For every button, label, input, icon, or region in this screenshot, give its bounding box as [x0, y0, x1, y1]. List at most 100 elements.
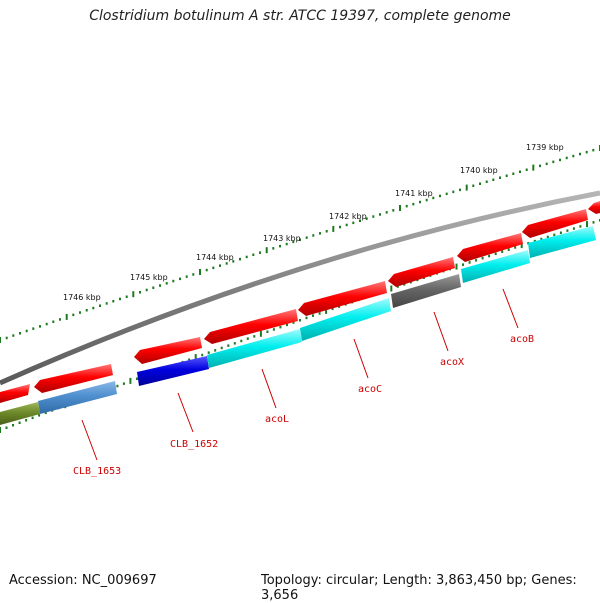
gene-label-acol: acoL — [265, 414, 289, 425]
minor-tick — [219, 264, 221, 267]
minor-tick — [179, 277, 181, 281]
tick-label: 1741 kbp — [395, 189, 433, 198]
minor-tick — [227, 344, 230, 347]
minor-tick — [479, 182, 481, 185]
minor-tick — [85, 309, 88, 312]
minor-tick — [252, 253, 255, 256]
minor-tick — [592, 148, 595, 152]
major-tick — [325, 307, 328, 314]
minor-tick — [319, 232, 321, 235]
leader-line — [261, 368, 277, 409]
minor-tick — [286, 323, 288, 327]
outer-strand-cds — [0, 201, 600, 403]
minor-tick — [546, 235, 549, 239]
tick-label: 1739 kbp — [526, 143, 564, 152]
minor-tick — [385, 211, 388, 214]
minor-tick — [125, 295, 128, 298]
tick-label: 1740 kbp — [460, 166, 498, 175]
minor-tick — [468, 261, 471, 264]
major-tick — [586, 221, 588, 228]
minor-tick — [325, 230, 328, 233]
major-tick — [65, 313, 68, 320]
minor-tick — [501, 250, 504, 253]
minor-tick — [365, 217, 368, 220]
gene-label-acob: acoB — [510, 334, 534, 345]
minor-tick — [585, 150, 588, 154]
cds-arrow — [522, 209, 588, 238]
minor-tick — [172, 279, 175, 283]
cds-block-acox — [391, 274, 461, 308]
minor-tick — [232, 260, 235, 263]
minor-tick — [116, 384, 119, 388]
tick-label: 1745 kbp — [130, 273, 168, 282]
minor-tick — [485, 180, 488, 183]
minor-tick — [285, 242, 288, 246]
minor-tick — [396, 285, 399, 288]
minor-tick — [72, 313, 75, 317]
minor-tick — [52, 320, 55, 323]
minor-tick — [212, 266, 215, 270]
minor-tick — [475, 259, 478, 262]
minor-tick — [245, 255, 248, 259]
major-tick — [259, 330, 262, 337]
minor-tick — [18, 421, 21, 424]
minor-tick — [419, 200, 421, 204]
upper-ruler — [0, 145, 600, 343]
minor-tick — [25, 419, 28, 422]
leader-line — [502, 288, 519, 329]
minor-tick — [45, 322, 48, 326]
minor-tick — [412, 202, 415, 206]
cds-arrow — [298, 281, 387, 316]
minor-tick — [39, 325, 41, 328]
minor-tick — [12, 424, 14, 427]
major-tick — [465, 184, 468, 191]
major-tick — [132, 291, 135, 298]
gene-label-acox: acoX — [440, 357, 464, 368]
genome-backbone — [0, 190, 600, 386]
minor-tick — [152, 286, 155, 289]
minor-tick — [59, 318, 61, 321]
minor-tick — [205, 268, 208, 272]
minor-tick — [259, 251, 261, 254]
inner-strand-cds — [0, 226, 596, 425]
minor-tick — [392, 209, 395, 212]
minor-tick — [519, 170, 521, 173]
minor-tick — [592, 221, 595, 224]
minor-tick — [122, 382, 125, 385]
leader-line — [353, 338, 369, 379]
minor-tick — [318, 312, 321, 315]
cds-block-acob-a — [461, 250, 530, 283]
minor-tick — [292, 321, 295, 324]
minor-tick — [439, 194, 441, 198]
minor-tick — [99, 304, 101, 307]
minor-tick — [492, 178, 495, 181]
minor-tick — [462, 263, 464, 266]
minor-tick — [425, 198, 428, 202]
minor-tick — [540, 237, 543, 241]
minor-tick — [405, 204, 408, 208]
minor-tick — [246, 337, 249, 340]
minor-tick — [566, 229, 569, 232]
minor-tick — [44, 411, 47, 415]
minor-tick — [105, 302, 108, 305]
minor-tick — [38, 414, 41, 417]
minor-tick — [272, 247, 275, 250]
minor-tick — [279, 244, 281, 248]
minor-tick — [372, 215, 375, 218]
minor-tick — [272, 328, 275, 331]
minor-tick — [572, 227, 575, 230]
major-tick — [199, 269, 201, 275]
minor-tick — [533, 239, 536, 243]
minor-tick — [185, 275, 188, 278]
minor-tick — [240, 339, 243, 343]
minor-tick — [512, 172, 515, 175]
minor-tick — [472, 184, 475, 187]
cds-arrow — [457, 233, 523, 262]
minor-tick — [112, 300, 115, 303]
minor-tick — [145, 288, 148, 292]
minor-tick — [403, 283, 406, 286]
minor-tick — [579, 152, 581, 156]
minor-tick — [545, 162, 548, 166]
minor-tick — [579, 225, 582, 228]
